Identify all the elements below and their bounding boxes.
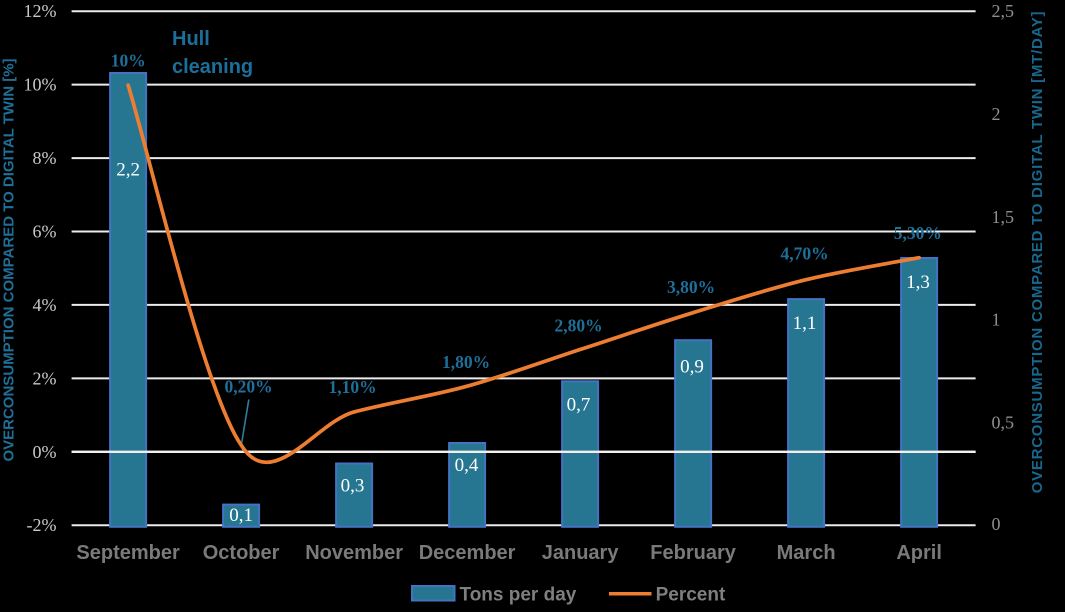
svg-text:-2%: -2%	[27, 515, 57, 535]
svg-text:April: April	[896, 542, 942, 564]
svg-text:0,5: 0,5	[992, 412, 1015, 432]
svg-text:1,80%: 1,80%	[442, 352, 490, 372]
svg-text:2: 2	[992, 104, 1001, 124]
svg-text:8%: 8%	[33, 148, 57, 168]
svg-text:February: February	[650, 542, 736, 564]
svg-text:0,4: 0,4	[455, 455, 479, 476]
svg-text:2,5: 2,5	[992, 1, 1015, 21]
svg-text:6%: 6%	[33, 222, 57, 242]
svg-text:4%: 4%	[33, 295, 57, 315]
svg-text:0,3: 0,3	[341, 476, 365, 497]
svg-text:December: December	[419, 542, 516, 564]
svg-text:Tons per day: Tons per day	[460, 584, 577, 605]
svg-text:OVERCONSUMPTION COMPARED TO DI: OVERCONSUMPTION COMPARED TO DIGITAL TWIN…	[1029, 11, 1046, 494]
svg-text:Hull: Hull	[172, 28, 210, 50]
svg-text:March: March	[777, 542, 836, 564]
svg-text:Percent: Percent	[656, 584, 726, 605]
svg-text:3,80%: 3,80%	[667, 277, 715, 297]
svg-text:0,7: 0,7	[567, 395, 591, 416]
svg-text:10%: 10%	[111, 50, 146, 70]
svg-text:1,5: 1,5	[992, 207, 1015, 227]
svg-text:0%: 0%	[33, 442, 57, 462]
svg-text:September: September	[76, 542, 180, 564]
svg-text:5,30%: 5,30%	[894, 223, 942, 243]
svg-text:0,1: 0,1	[229, 505, 253, 526]
svg-text:January: January	[542, 542, 620, 564]
svg-text:October: October	[203, 542, 280, 564]
svg-text:0,9: 0,9	[680, 356, 704, 377]
svg-text:10%: 10%	[24, 75, 57, 95]
svg-text:2%: 2%	[33, 368, 57, 388]
svg-text:4,70%: 4,70%	[780, 244, 828, 264]
svg-text:November: November	[305, 542, 403, 564]
svg-text:0: 0	[992, 514, 1001, 534]
svg-text:OVERCONSUMPTION COMPARED TO DI: OVERCONSUMPTION COMPARED TO DIGITAL TWIN…	[0, 58, 17, 461]
svg-text:2,2: 2,2	[116, 160, 140, 181]
svg-text:0,20%: 0,20%	[224, 377, 272, 397]
svg-text:1,1: 1,1	[793, 313, 817, 334]
svg-text:1,10%: 1,10%	[329, 377, 377, 397]
svg-text:cleaning: cleaning	[172, 56, 253, 78]
svg-text:12%: 12%	[24, 1, 57, 21]
svg-text:1,3: 1,3	[906, 272, 930, 293]
svg-text:2,80%: 2,80%	[554, 316, 602, 336]
svg-text:1: 1	[992, 310, 1001, 330]
